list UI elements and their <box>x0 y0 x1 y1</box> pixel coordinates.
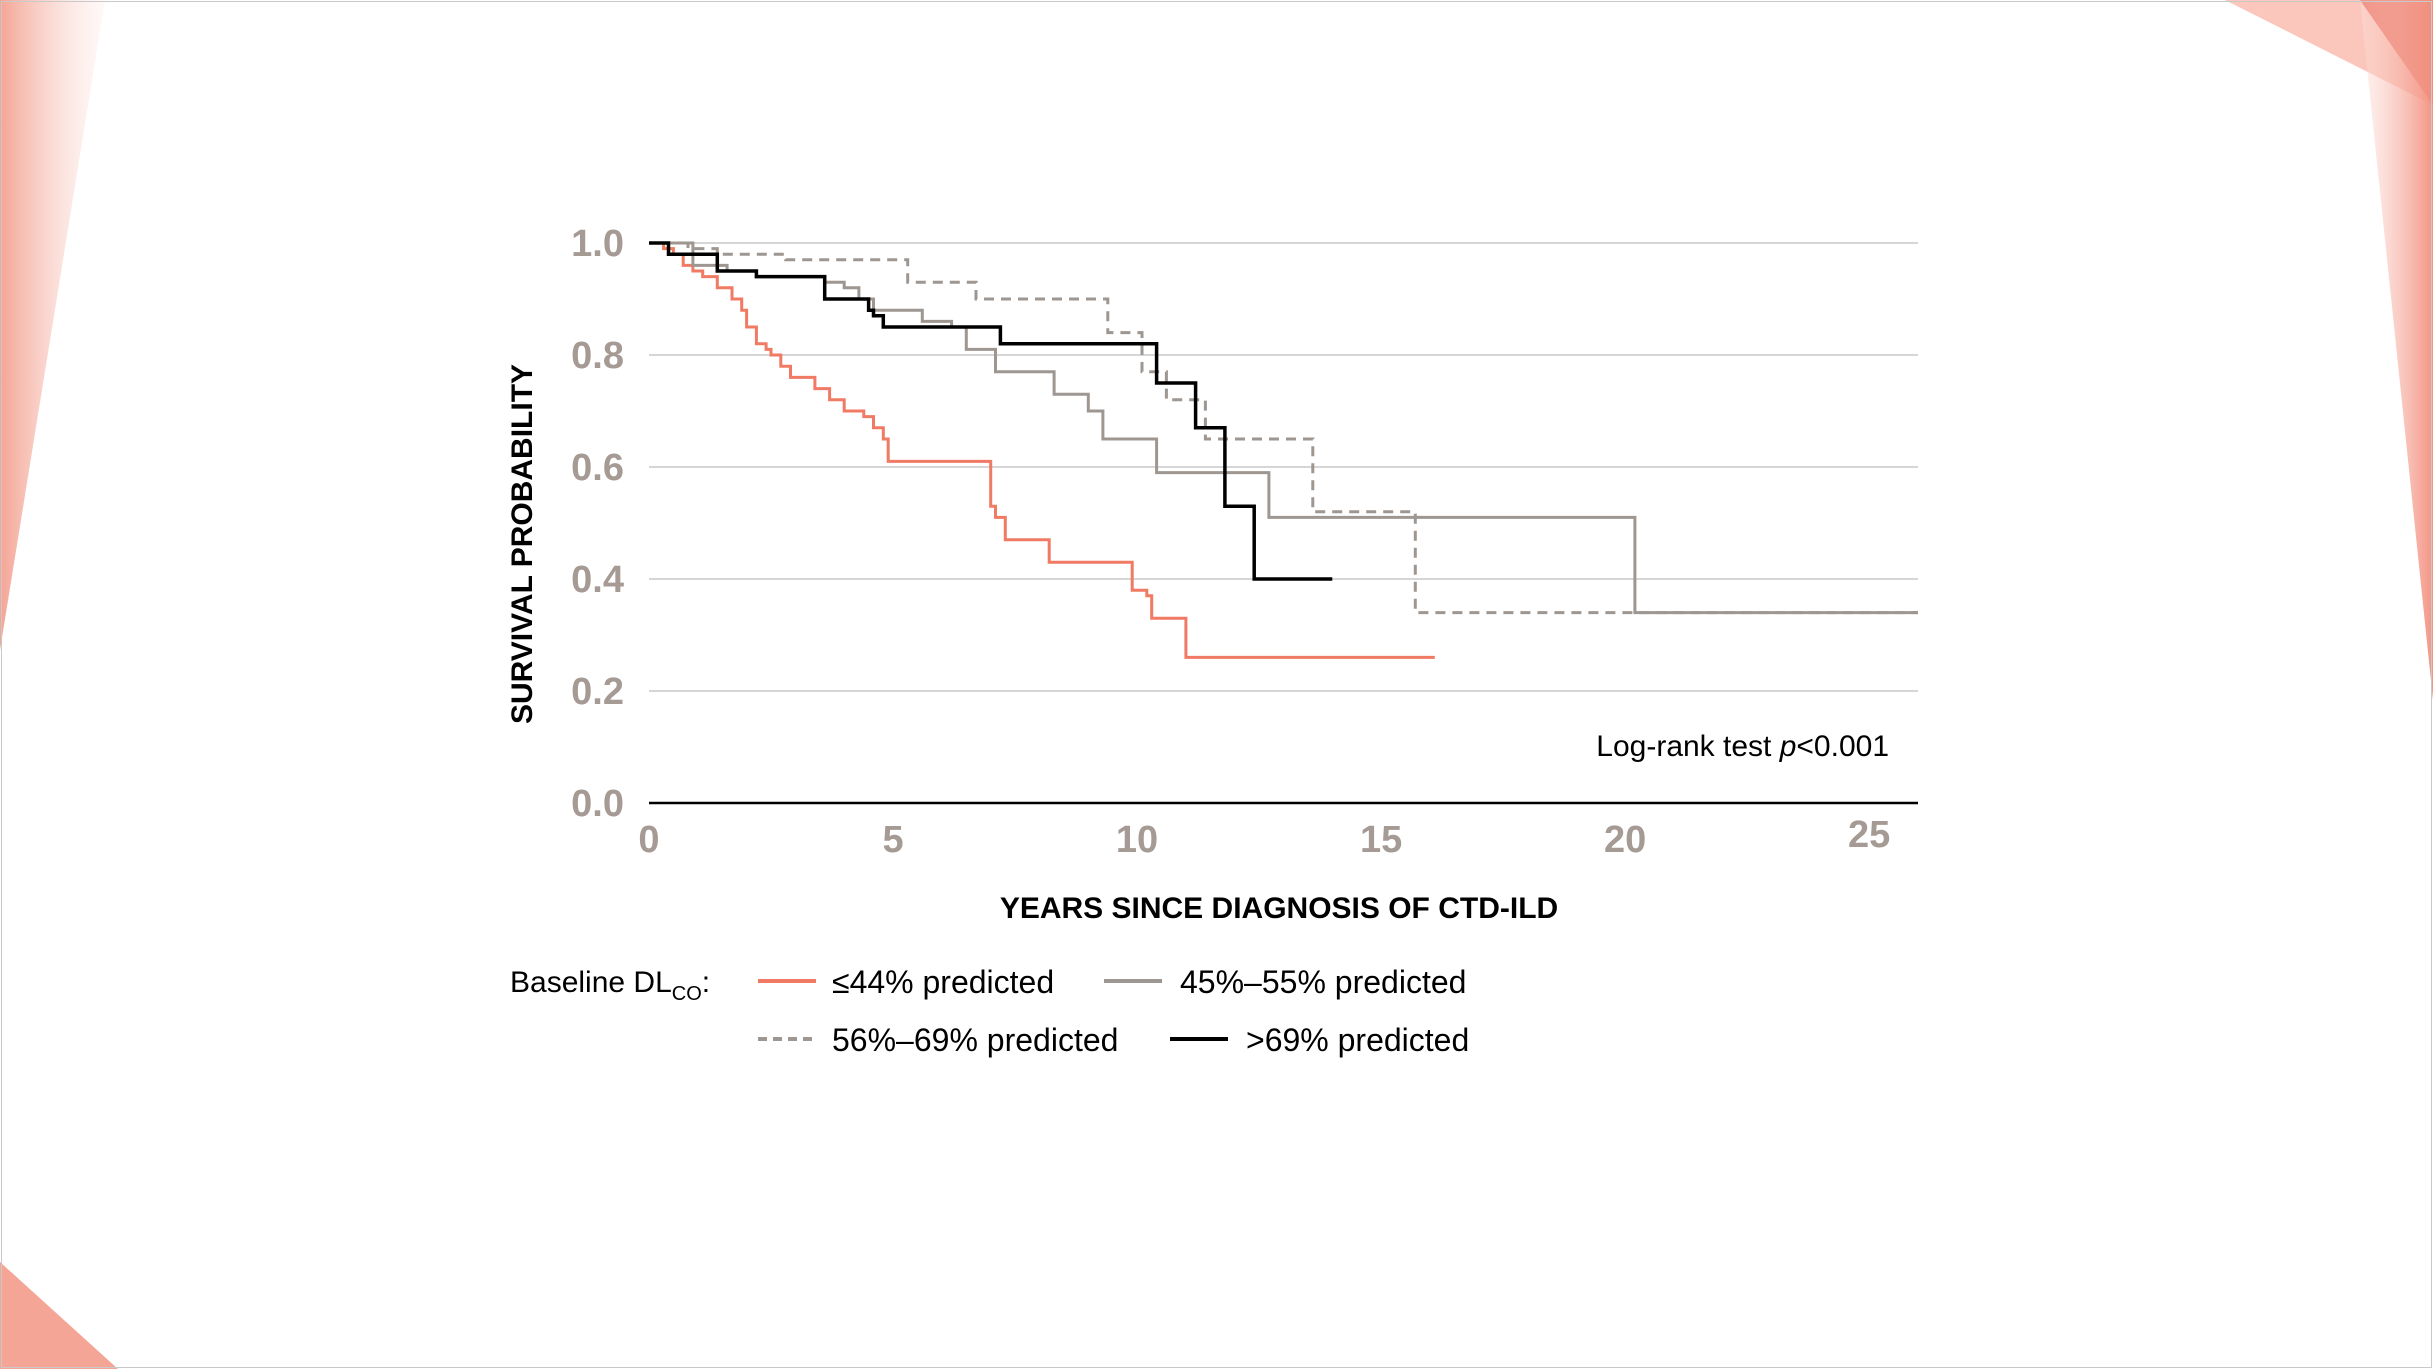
annotation-p: p <box>1779 730 1797 763</box>
legend-title-prefix: Baseline DL <box>510 966 672 999</box>
y-tick-label: 0.2 <box>571 671 624 713</box>
legend-item: >69% predicted <box>1170 1022 1469 1058</box>
y-tick-label: 0.8 <box>571 335 624 377</box>
x-tick-labels: 0 5 10 15 20 25 <box>638 814 1890 861</box>
y-tick-label: 1.0 <box>571 223 624 265</box>
legend-item: 45%–55% predicted <box>1104 964 1466 1000</box>
left-edge-shape <box>0 0 105 650</box>
survival-chart: 0.0 0.2 0.4 0.6 0.8 1.0 0 5 10 15 20 25 SURVIVAL P… <box>506 223 1918 925</box>
x-tick-label: 0 <box>638 819 659 861</box>
legend-label: 45%–55% predicted <box>1180 964 1466 1000</box>
legend-item: ≤44% predicted <box>758 964 1054 1000</box>
legend-title: Baseline DLCO: <box>510 966 710 1005</box>
annotation-prefix: Log-rank test <box>1596 730 1779 763</box>
x-tick-label: 20 <box>1604 819 1646 861</box>
right-edge-shape <box>2360 0 2433 700</box>
legend-title-subscript: CO <box>672 983 702 1005</box>
x-tick-label: 5 <box>882 819 903 861</box>
y-axis-label: SURVIVAL PROBABILITY <box>506 364 539 724</box>
survival-curve <box>649 241 1918 615</box>
survival-curve <box>649 241 1333 581</box>
x-tick-label: 10 <box>1116 819 1158 861</box>
survival-curves <box>649 241 1918 659</box>
x-tick-label: 15 <box>1360 819 1402 861</box>
x-axis-label: YEARS SINCE DIAGNOSIS OF CTD-ILD <box>1000 892 1558 925</box>
y-tick-label: 0.6 <box>571 447 624 489</box>
log-rank-annotation: Log-rank test p<0.001 <box>1596 730 1889 763</box>
legend-item: 56%–69% predicted <box>758 1022 1118 1058</box>
legend-title-suffix: : <box>702 966 710 999</box>
legend-label: 56%–69% predicted <box>832 1022 1118 1058</box>
y-tick-labels: 0.0 0.2 0.4 0.6 0.8 1.0 <box>571 223 624 825</box>
y-tick-label: 0.0 <box>571 783 624 825</box>
legend-label: >69% predicted <box>1246 1022 1469 1058</box>
annotation-suffix: <0.001 <box>1796 730 1889 763</box>
legend-label: ≤44% predicted <box>832 964 1054 1000</box>
x-tick-label: 25 <box>1848 814 1890 856</box>
bottom-left-shape <box>0 1262 118 1369</box>
y-tick-label: 0.4 <box>571 559 624 601</box>
legend: Baseline DLCO: ≤44% predicted 45%–55% pr… <box>510 964 1469 1058</box>
gridlines <box>649 242 1918 692</box>
survival-curve <box>649 241 1435 659</box>
